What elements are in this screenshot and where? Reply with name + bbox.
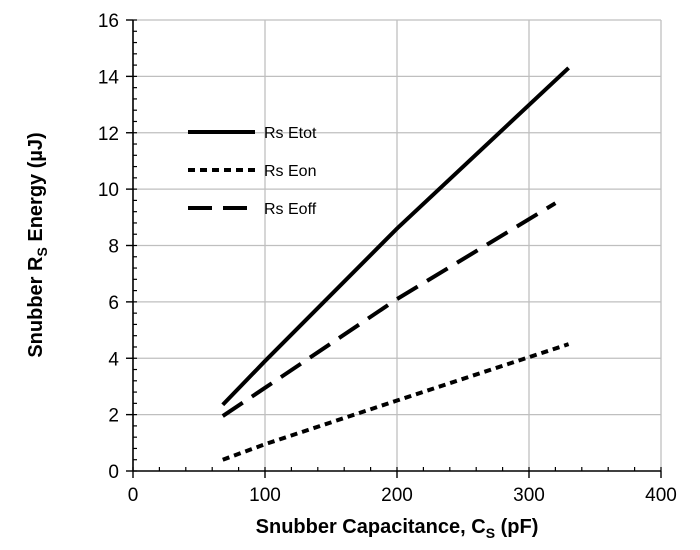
x-tick-label: 100 — [249, 485, 281, 506]
y-tick-label: 2 — [108, 406, 119, 427]
y-tick-label: 14 — [98, 67, 120, 88]
y-axis-title-sub: S — [34, 247, 50, 256]
legend-label: Rs Eon — [264, 163, 316, 180]
y-tick-label: 4 — [108, 349, 119, 370]
ticks: 0 100 200 300 400 0 2 4 6 8 10 12 14 16 — [98, 11, 677, 506]
x-axis-title-main: Snubber Capacitance, C — [256, 516, 486, 538]
x-tick-label: 300 — [513, 485, 545, 506]
y-tick-label: 12 — [98, 124, 119, 145]
legend-label: Rs Eoff — [264, 201, 317, 218]
series-line-rs-eon — [222, 342, 570, 462]
legend: Rs Etot Rs Eon Rs Eoff — [188, 125, 317, 218]
grid — [133, 19, 662, 471]
x-tick-label: 400 — [645, 485, 677, 506]
y-axis-title: Snubber RS Energy (µJ) — [25, 132, 50, 357]
series-line-rs-etot — [221, 66, 570, 407]
x-tick-label: 0 — [128, 485, 139, 506]
y-axis-title-main: Snubber R — [25, 256, 47, 358]
series-group — [221, 66, 570, 462]
x-axis-title: Snubber Capacitance, CS (pF) — [256, 516, 539, 541]
x-axis-title-sub: S — [486, 525, 495, 541]
y-tick-label: 10 — [98, 180, 119, 201]
legend-label: Rs Etot — [264, 125, 317, 142]
axes — [126, 19, 662, 478]
y-tick-label: 8 — [108, 237, 119, 258]
x-axis-title-suffix: (pF) — [495, 516, 538, 538]
series-line-rs-eoff — [221, 201, 557, 418]
x-tick-label: 200 — [381, 485, 413, 506]
y-tick-label: 6 — [108, 293, 119, 314]
y-tick-label: 0 — [108, 462, 119, 483]
y-tick-label: 16 — [98, 11, 119, 32]
y-axis-title-suffix: Energy (µJ) — [25, 132, 47, 247]
